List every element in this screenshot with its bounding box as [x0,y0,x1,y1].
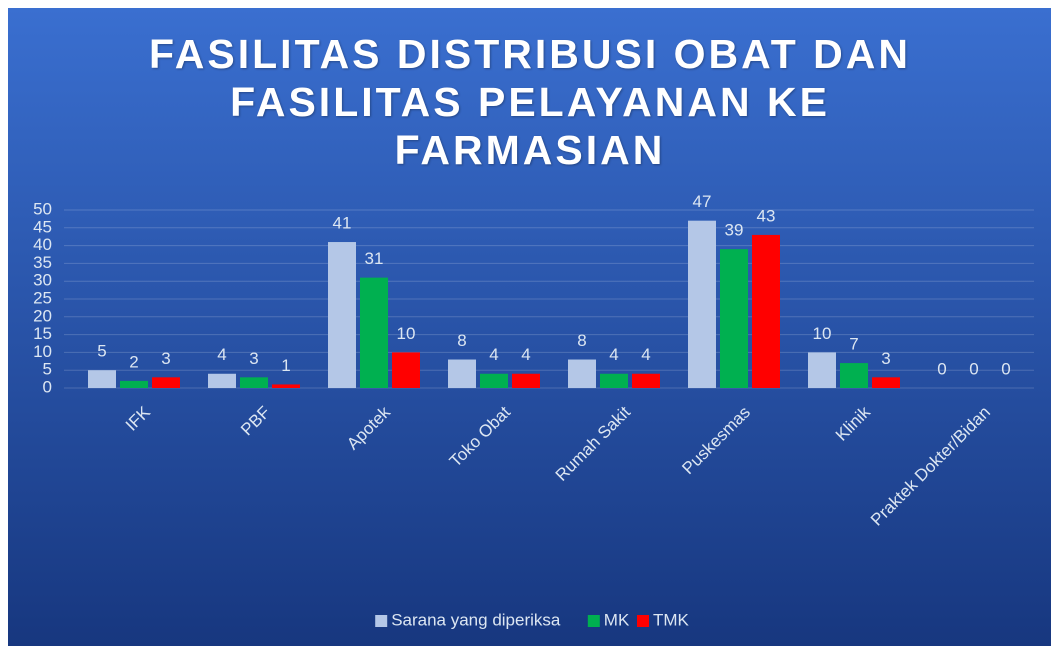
bar [512,373,540,388]
bar [392,352,420,388]
bar [152,377,180,388]
data-label: 0 [1001,359,1010,378]
data-label: 2 [129,352,138,371]
y-tick-label: 5 [43,360,52,379]
data-label: 8 [577,331,586,350]
data-label: 31 [365,249,384,268]
bar [448,359,476,388]
data-label: 47 [693,192,712,211]
data-label: 5 [97,342,106,361]
bar [720,249,748,388]
data-label: 0 [937,359,946,378]
y-tick-label: 30 [33,271,52,290]
data-label: 3 [249,349,258,368]
data-label: 4 [609,345,618,364]
bar [360,277,388,388]
data-label: 10 [397,324,416,343]
y-tick-label: 45 [33,217,52,236]
bar [872,377,900,388]
legend-label: MK [604,610,630,629]
bar [88,370,116,388]
bar [752,234,780,388]
y-tick-label: 25 [33,288,52,307]
bar [632,373,660,388]
legend-swatch [375,615,388,627]
legend-label: TMK [653,610,690,629]
data-label: 4 [489,345,498,364]
data-label: 4 [217,345,226,364]
data-label: 39 [725,221,744,240]
legend-label: Sarana yang diperiksa [391,610,561,629]
y-tick-label: 0 [43,377,52,396]
bar [600,373,628,388]
bar [840,363,868,388]
y-tick-label: 35 [33,253,52,272]
bar [240,377,268,388]
data-label: 4 [521,345,530,364]
legend-swatch [637,615,649,627]
data-label: 4 [641,345,650,364]
y-tick-label: 50 [33,199,52,218]
data-label: 43 [757,206,776,225]
data-label: 10 [813,324,832,343]
bar [688,220,716,388]
y-tick-label: 10 [33,342,52,361]
data-label: 3 [161,349,170,368]
background [8,8,1051,646]
bar [328,242,356,388]
y-tick-label: 20 [33,306,52,325]
data-label: 3 [881,349,890,368]
bar [808,352,836,388]
data-label: 7 [849,335,858,354]
y-tick-label: 40 [33,235,52,254]
y-tick-label: 15 [33,324,52,343]
data-label: 1 [281,356,290,375]
bar [480,373,508,388]
bar [208,373,236,388]
legend-swatch [587,615,600,627]
bar [568,359,596,388]
chart-title: FASILITAS DISTRIBUSI OBAT DAN FASILITAS … [149,31,911,173]
bar [120,380,148,388]
data-label: 0 [969,359,978,378]
data-label: 8 [457,331,466,350]
bar [272,384,300,388]
data-label: 41 [333,214,352,233]
